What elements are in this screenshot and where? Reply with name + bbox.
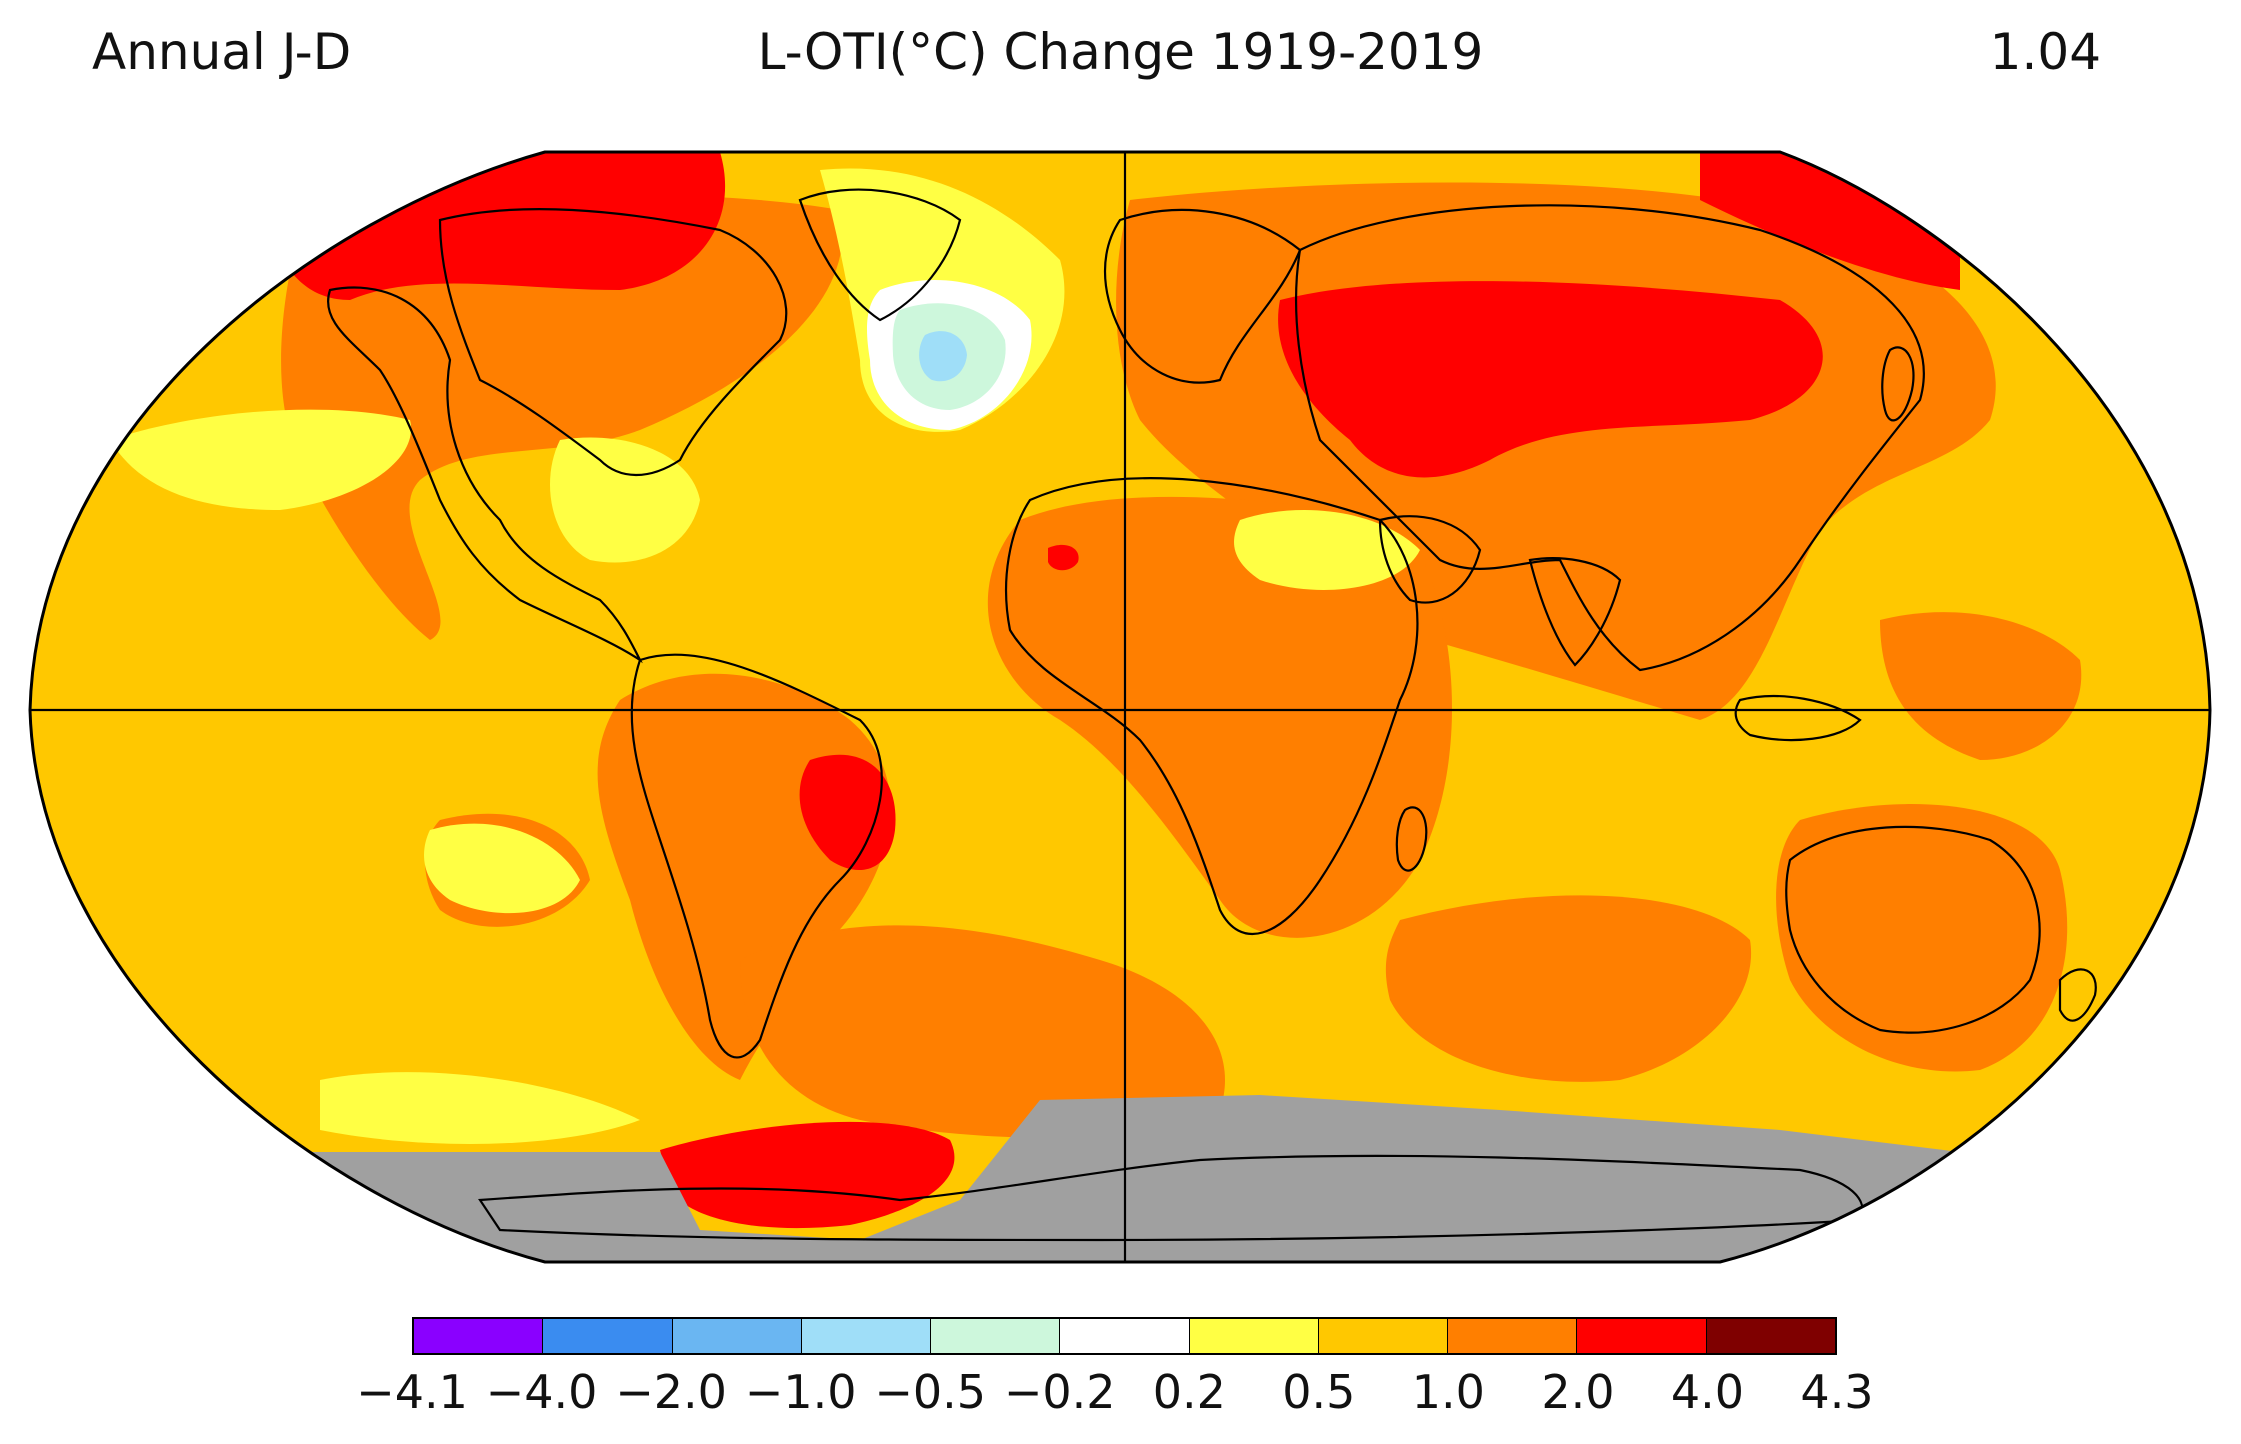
global-mean-value: 1.04	[1989, 23, 2101, 81]
coastline-arabia	[1378, 515, 1482, 604]
color-scale-segment	[1189, 1319, 1319, 1353]
coastline-europe	[1104, 208, 1302, 384]
coastline-new-zealand	[2058, 968, 2097, 1022]
color-scale-segment	[1706, 1319, 1835, 1353]
coastline-indonesia	[1734, 694, 1862, 742]
color-scale-bar	[412, 1317, 1837, 1355]
coastline-greenland	[798, 188, 962, 322]
color-scale-tick-label: 0.5	[1282, 1365, 1356, 1419]
mild-region-south-pacific	[424, 823, 580, 914]
color-scale-tick-label: −2.0	[615, 1365, 727, 1419]
color-scale-tick-label: −4.0	[485, 1365, 598, 1419]
globe-outline	[28, 150, 2212, 1264]
mild-region-north-pacific	[110, 409, 412, 510]
coastline-india	[1528, 557, 1622, 667]
cool-region-blue	[919, 331, 967, 382]
coastline-canada-north	[438, 208, 788, 477]
hot-region-sahara-spot	[1048, 544, 1079, 571]
color-scale-segment	[1318, 1319, 1449, 1353]
color-scale-segment	[1060, 1319, 1190, 1353]
color-scale-tick-label: −4.1	[356, 1365, 468, 1419]
coastline-antarctica	[478, 1154, 1864, 1242]
color-scale-segment	[931, 1319, 1061, 1353]
color-scale-tick-label: −0.5	[874, 1365, 987, 1419]
color-scale-tick-label: 4.0	[1670, 1365, 1745, 1419]
warm-region-australia	[1776, 804, 2068, 1072]
mild-region-southern-ocean	[320, 1072, 640, 1144]
coastline-australia	[1785, 825, 2041, 1034]
color-scale-tick-label: −0.2	[1003, 1365, 1116, 1419]
map-title: L-OTI(°C) Change 1919-2019	[757, 23, 1484, 81]
color-scale-tick-label: 0.2	[1152, 1365, 1226, 1419]
no-data-antarctica	[30, 1095, 2210, 1262]
color-scale-tick-label: 1.0	[1411, 1365, 1485, 1419]
warm-region-indian-ocean	[1385, 895, 1752, 1082]
mild-region-north-africa	[1234, 510, 1420, 590]
coastline-asia	[1294, 204, 1925, 672]
color-scale-segment	[672, 1319, 802, 1353]
warm-region-south-atlantic	[740, 925, 1225, 1138]
period-label: Annual J-D	[92, 23, 352, 81]
coastline-madagascar	[1395, 806, 1428, 872]
coastline-japan	[1881, 346, 1915, 422]
color-scale-tick-label: −1.0	[744, 1365, 857, 1419]
color-scale-ticks: −4.1 −4.0 −2.0 −1.0 −0.5 −0.2 0.2 0.5 1.0 2.0 4.0 4…	[0, 1362, 2241, 1426]
warm-region-north-america	[281, 194, 843, 641]
warm-region-africa	[987, 496, 1453, 938]
warm-region-west-pacific	[1880, 612, 2082, 760]
color-scale-segment	[414, 1319, 544, 1353]
color-scale-tick-label: 4.3	[1800, 1365, 1874, 1419]
coastline-africa	[1004, 477, 1419, 936]
hot-region-arctic-canada	[270, 152, 726, 300]
color-scale-tick-label: 2.0	[1541, 1365, 1615, 1419]
color-scale-segment	[1577, 1319, 1707, 1353]
hot-region-antarctic-peninsula	[660, 1121, 955, 1229]
color-scale-segment	[801, 1319, 932, 1353]
color-scale-segment	[543, 1319, 673, 1353]
hot-region-siberia	[1278, 281, 1823, 478]
color-scale-segment	[1448, 1319, 1578, 1353]
hot-region-brazil	[799, 754, 896, 870]
